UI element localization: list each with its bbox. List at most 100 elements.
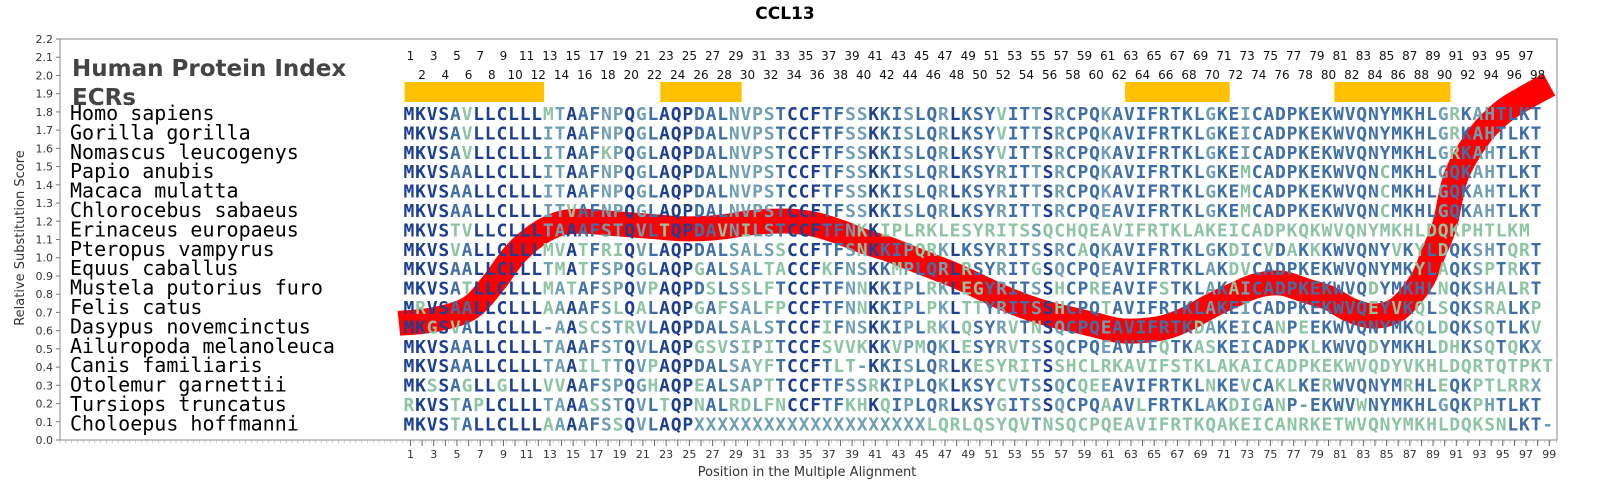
x-tick-label: 51 <box>985 448 999 461</box>
position-number: 36 <box>810 68 825 82</box>
position-number: 39 <box>844 49 859 63</box>
position-number: 32 <box>763 68 778 82</box>
position-number: 55 <box>1030 49 1045 63</box>
sequence-row: MKVSAALLCLLLTAAILTTQVPAQPDALSAYFTCCFTLT-… <box>404 356 1554 377</box>
position-number: 90 <box>1437 68 1452 82</box>
position-number: 42 <box>879 68 894 82</box>
position-number: 1 <box>407 49 415 63</box>
x-tick-label: 57 <box>1054 448 1068 461</box>
x-tick-label: 21 <box>636 448 650 461</box>
position-number: 20 <box>624 68 639 82</box>
species-label: Erinaceus europaeus <box>70 217 299 241</box>
y-tick-label: 1.9 <box>36 88 54 101</box>
y-tick-label: 0.8 <box>36 288 54 301</box>
position-number: 91 <box>1449 49 1464 63</box>
position-number: 59 <box>1077 49 1092 63</box>
x-tick-label: 41 <box>868 448 882 461</box>
x-tick-label: 29 <box>729 448 743 461</box>
position-number: 16 <box>577 68 592 82</box>
x-tick-label: 31 <box>752 448 766 461</box>
position-number: 29 <box>728 49 743 63</box>
position-number: 19 <box>612 49 627 63</box>
position-number: 89 <box>1425 49 1440 63</box>
position-number: 10 <box>507 68 522 82</box>
position-number: 41 <box>868 49 883 63</box>
position-number: 45 <box>914 49 929 63</box>
sequence-row: MKVSAVLLCLLLITAAFKPQGLAQPDALNVPSTCCFTFSS… <box>404 143 1542 164</box>
y-tick-label: 0.0 <box>36 434 54 447</box>
position-number: 44 <box>903 68 918 82</box>
x-tick-label: 69 <box>1194 448 1208 461</box>
x-tick-label: 91 <box>1449 448 1463 461</box>
position-number: 65 <box>1147 49 1162 63</box>
x-tick-label: 17 <box>589 448 603 461</box>
x-tick-label: 33 <box>775 448 789 461</box>
ecr-bars <box>404 82 1451 102</box>
y-tick-label: 1.6 <box>36 142 54 155</box>
substitution-curve <box>397 73 1556 344</box>
position-number: 69 <box>1193 49 1208 63</box>
y-axis: 0.0 0.1 0.2 0.3 0.4 0.5 0.6 0.7 0.8 0.9 1.0 1.1 1.2 1… <box>36 33 60 447</box>
position-number: 30 <box>740 68 755 82</box>
position-number: 53 <box>1007 49 1022 63</box>
position-numbers: 1 3 5 7 9 11 13 15 17 19 21 23 25 27 29 31 33 35 37 39 41 43 4… <box>407 49 1546 82</box>
ecr-bar <box>1334 82 1451 102</box>
position-number: 54 <box>1019 68 1034 82</box>
position-number: 52 <box>995 68 1010 82</box>
sequence-row: MKVSTVLLCLLLTAAAFSTQVLTQPDAVNILSTCCFTFNK… <box>404 220 1531 241</box>
position-number: 22 <box>647 68 662 82</box>
y-tick-label: 0.1 <box>36 416 54 429</box>
position-number: 28 <box>717 68 732 82</box>
x-tick-label: 97 <box>1519 448 1533 461</box>
position-number: 71 <box>1216 49 1231 63</box>
species-label: Papio anubis <box>70 159 215 183</box>
position-number: 58 <box>1065 68 1080 82</box>
position-number: 38 <box>833 68 848 82</box>
x-tick-label: 43 <box>892 448 906 461</box>
position-number: 21 <box>635 49 650 63</box>
y-tick-label: 1.8 <box>36 106 54 119</box>
species-label: Pteropus vampyrus <box>70 237 275 261</box>
x-tick-label: 87 <box>1403 448 1417 461</box>
x-tick-label: 99 <box>1542 448 1556 461</box>
position-number: 26 <box>693 68 708 82</box>
x-tick-label: 81 <box>1333 448 1347 461</box>
position-number: 61 <box>1100 49 1115 63</box>
position-number: 60 <box>1088 68 1103 82</box>
position-number: 62 <box>1112 68 1127 82</box>
position-number: 87 <box>1402 49 1417 63</box>
y-tick-label: 1.5 <box>36 161 54 174</box>
position-number: 11 <box>519 49 534 63</box>
y-tick-label: 0.5 <box>36 343 54 356</box>
x-tick-label: 89 <box>1426 448 1440 461</box>
position-number: 79 <box>1309 49 1324 63</box>
sequence-row: MKVSVALLCLLLMVATFRIQVLAQPDALSALSSCCFTFSN… <box>404 240 1542 261</box>
x-tick-label: 79 <box>1310 448 1324 461</box>
position-number: 8 <box>488 68 496 82</box>
species-label: Choloepus hoffmanni <box>70 411 299 435</box>
x-tick-label: 55 <box>1031 448 1045 461</box>
sequence-row: MKVSTALLCLLLAAAAFSSQVLAQPXXXXXXXXXXXXXXX… <box>404 414 1554 435</box>
position-number: 34 <box>786 68 801 82</box>
position-number: 27 <box>705 49 720 63</box>
position-number: 47 <box>937 49 952 63</box>
position-number: 80 <box>1321 68 1336 82</box>
position-number: 67 <box>1170 49 1185 63</box>
x-tick-label: 73 <box>1240 448 1254 461</box>
position-number: 56 <box>1042 68 1057 82</box>
x-tick-label: 9 <box>500 448 507 461</box>
position-number: 24 <box>670 68 685 82</box>
position-number: 35 <box>798 49 813 63</box>
x-tick-label: 45 <box>915 448 929 461</box>
alignment-sequences: MKVSAVLLCLLLMTAAFNPQGLAQPDALNVPSTCCFTFSS… <box>404 104 1554 435</box>
y-tick-label: 1.1 <box>36 234 54 247</box>
y-tick-label: 0.6 <box>36 325 54 338</box>
plot-area <box>59 38 1558 441</box>
x-tick-label: 47 <box>938 448 952 461</box>
position-number: 3 <box>430 49 438 63</box>
position-number: 15 <box>566 49 581 63</box>
species-label: Macaca mulatta <box>70 179 239 203</box>
sequence-row: RKVSTAPLCLLLTAAASSTQVLTQPNALRDLFNCCFTFKH… <box>404 395 1542 416</box>
